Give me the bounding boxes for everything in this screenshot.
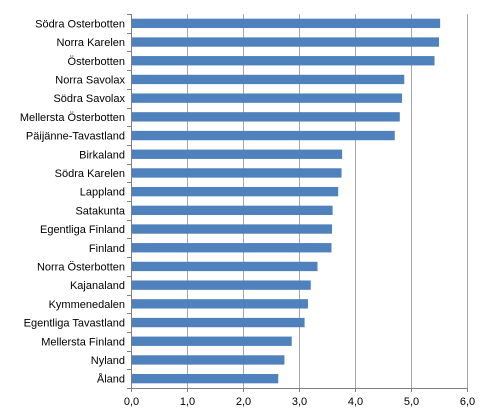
category-label: Satakunta bbox=[75, 205, 125, 217]
category-label: Nyland bbox=[91, 355, 125, 367]
bar bbox=[132, 18, 441, 29]
bar bbox=[132, 299, 308, 309]
category-label: Mellersta Österbotten bbox=[20, 112, 125, 124]
bar bbox=[132, 130, 395, 141]
category-label: Lappland bbox=[80, 187, 125, 199]
category-label: Norra Karelen bbox=[57, 37, 125, 49]
x-tick-label: 6,0 bbox=[460, 396, 475, 408]
bar bbox=[132, 224, 333, 234]
bar bbox=[132, 205, 333, 216]
bar bbox=[132, 373, 279, 384]
category-label: Österbotten bbox=[68, 56, 125, 68]
bar bbox=[132, 56, 435, 66]
category-label: Kymmenedalen bbox=[49, 299, 125, 311]
x-tick-label: 0,0 bbox=[124, 396, 139, 408]
bar bbox=[132, 261, 318, 272]
bar bbox=[132, 149, 343, 159]
bar bbox=[132, 336, 292, 346]
x-tick-label: 5,0 bbox=[404, 396, 419, 408]
axes bbox=[127, 14, 468, 392]
bars bbox=[132, 18, 441, 384]
category-labels: Södra Osterbotten Norra Karelen Österbotte… bbox=[20, 18, 126, 385]
category-label: Norra Österbotten bbox=[37, 261, 125, 273]
category-label: Mellersta Finland bbox=[41, 336, 125, 348]
bar bbox=[132, 93, 403, 103]
bar bbox=[132, 186, 339, 197]
x-tick-label: 2,0 bbox=[236, 396, 251, 408]
bar bbox=[132, 317, 305, 328]
bar bbox=[132, 168, 342, 178]
category-label: Birkaland bbox=[79, 149, 125, 161]
category-label: Åland bbox=[97, 373, 125, 386]
category-label: Södra Savolax bbox=[53, 93, 125, 105]
bar bbox=[132, 37, 439, 47]
bar bbox=[132, 243, 332, 253]
x-tick-label: 1,0 bbox=[180, 396, 195, 408]
category-label: Kajanaland bbox=[70, 280, 125, 292]
category-label: Södra Karelen bbox=[55, 168, 125, 180]
x-tick-label: 4,0 bbox=[348, 396, 363, 408]
category-label: Finland bbox=[89, 243, 125, 255]
category-label: Norra Savolax bbox=[55, 74, 125, 86]
category-label: Päijänne-Tavastland bbox=[26, 131, 125, 143]
bar bbox=[132, 112, 400, 122]
category-label: Egentliga Tavastland bbox=[24, 318, 125, 330]
gridlines bbox=[187, 14, 468, 388]
bar bbox=[132, 355, 285, 365]
category-label: Egentliga Finland bbox=[40, 224, 125, 236]
bar bbox=[132, 74, 405, 85]
category-label: Södra Osterbotten bbox=[35, 18, 125, 30]
bar bbox=[132, 280, 311, 290]
x-tick-label: 3,0 bbox=[292, 396, 307, 408]
tick-labels: 0,0 1,0 2,0 3,0 4,0 5,0 6,0 bbox=[124, 396, 475, 408]
